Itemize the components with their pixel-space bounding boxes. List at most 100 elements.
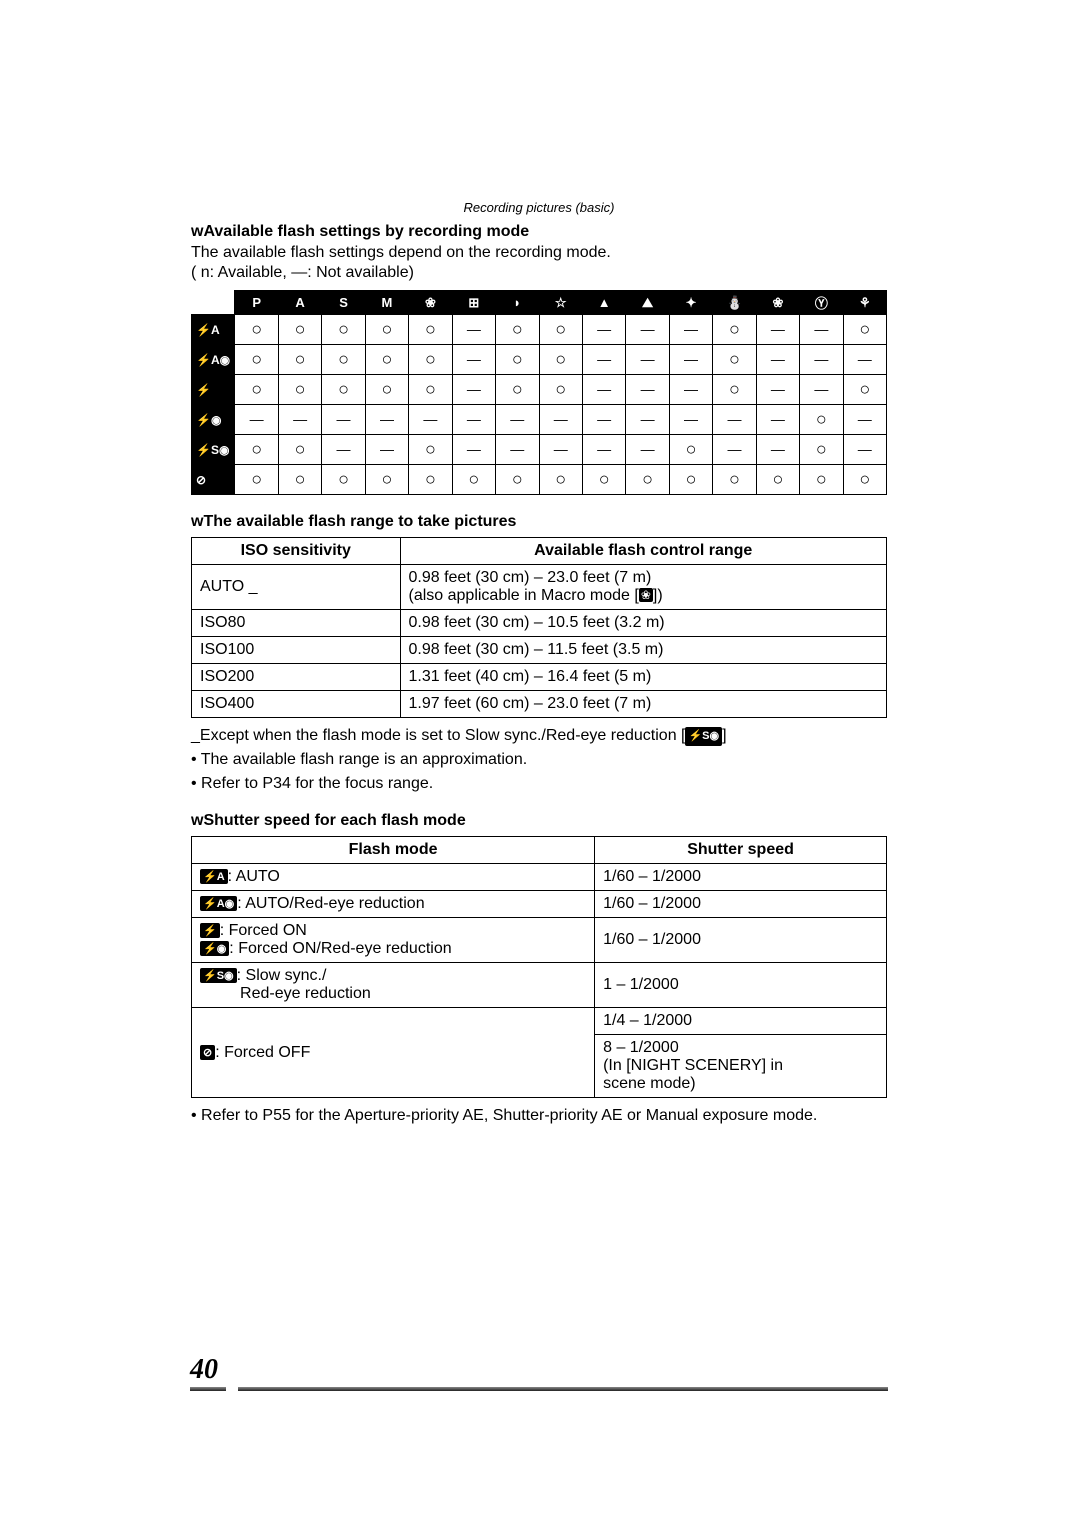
matrix-cell bbox=[800, 345, 843, 375]
iso-col2-header: Available flash control range bbox=[400, 538, 887, 565]
shutter-col1-header: Flash mode bbox=[192, 837, 595, 864]
section3-title: wShutter speed for each flash mode bbox=[191, 812, 887, 830]
matrix-col-13: Ⓨ bbox=[800, 291, 843, 315]
matrix-cell bbox=[800, 315, 843, 345]
matrix-cell bbox=[235, 405, 278, 435]
section2-bullet1: • The available flash range is an approx… bbox=[191, 748, 887, 772]
shutter-col2-header: Shutter speed bbox=[595, 837, 887, 864]
matrix-cell bbox=[626, 345, 669, 375]
matrix-cell bbox=[235, 315, 278, 345]
matrix-rowhead-1: ⚡A◉ bbox=[192, 345, 235, 375]
page-rule bbox=[190, 1387, 888, 1391]
matrix-cell bbox=[843, 405, 886, 435]
matrix-cell bbox=[496, 465, 539, 495]
iso-col1-header: ISO sensitivity bbox=[192, 538, 401, 565]
matrix-cell bbox=[322, 405, 365, 435]
matrix-cell bbox=[626, 465, 669, 495]
matrix-cell bbox=[278, 345, 321, 375]
matrix-cell bbox=[713, 465, 756, 495]
iso-row-label: ISO80 bbox=[192, 610, 401, 637]
section2-footnote: _Except when the flash mode is set to Sl… bbox=[191, 724, 887, 748]
matrix-cell bbox=[713, 315, 756, 345]
matrix-cell bbox=[409, 405, 452, 435]
matrix-cell bbox=[365, 435, 408, 465]
matrix-cell bbox=[626, 405, 669, 435]
flash-mode-cell: ⚡: Forced ON⚡◉: Forced ON/Red-eye reduct… bbox=[192, 918, 595, 963]
matrix-cell bbox=[452, 345, 495, 375]
matrix-cell bbox=[409, 375, 452, 405]
matrix-cell bbox=[843, 465, 886, 495]
page-number: 40 bbox=[190, 1354, 218, 1386]
matrix-rowhead-0: ⚡A bbox=[192, 315, 235, 345]
flash-mode-cell: ⚡S◉: Slow sync./ Red-eye reduction bbox=[192, 963, 595, 1008]
matrix-cell bbox=[582, 345, 625, 375]
matrix-blank-corner bbox=[192, 291, 235, 315]
iso-row-label: AUTO _ bbox=[192, 565, 401, 610]
matrix-cell bbox=[756, 435, 799, 465]
section1-intro: The available flash settings depend on t… bbox=[191, 241, 887, 264]
section1-legend: ( n: Available, —: Not available) bbox=[191, 264, 887, 282]
shutter-speed-cell: 8 – 1/2000(In [NIGHT SCENERY] inscene mo… bbox=[595, 1035, 887, 1098]
matrix-cell bbox=[800, 465, 843, 495]
matrix-cell bbox=[235, 465, 278, 495]
matrix-cell bbox=[452, 375, 495, 405]
matrix-cell bbox=[322, 345, 365, 375]
matrix-cell bbox=[756, 345, 799, 375]
matrix-rowhead-2: ⚡ bbox=[192, 375, 235, 405]
matrix-cell bbox=[800, 405, 843, 435]
matrix-col-10: ✦ bbox=[669, 291, 712, 315]
matrix-cell bbox=[365, 465, 408, 495]
shutter-speed-cell: 1/4 – 1/2000 bbox=[595, 1008, 887, 1035]
matrix-cell bbox=[496, 435, 539, 465]
matrix-cell bbox=[322, 465, 365, 495]
iso-row-label: ISO200 bbox=[192, 664, 401, 691]
section1-title: wAvailable flash settings by recording m… bbox=[191, 223, 887, 241]
matrix-col-9: ⛰ bbox=[626, 291, 669, 315]
matrix-cell bbox=[626, 435, 669, 465]
iso-row-range: 1.97 feet (60 cm) – 23.0 feet (7 m) bbox=[400, 691, 887, 718]
flash-mode-cell: ⚡A◉: AUTO/Red-eye reduction bbox=[192, 891, 595, 918]
matrix-cell bbox=[278, 435, 321, 465]
slow-sync-redeye-icon: ⚡S◉ bbox=[685, 727, 722, 746]
matrix-cell bbox=[713, 405, 756, 435]
matrix-rowhead-4: ⚡S◉ bbox=[192, 435, 235, 465]
matrix-cell bbox=[669, 435, 712, 465]
matrix-cell bbox=[278, 405, 321, 435]
matrix-cell bbox=[582, 375, 625, 405]
matrix-cell bbox=[365, 345, 408, 375]
matrix-cell bbox=[322, 375, 365, 405]
matrix-cell bbox=[539, 345, 582, 375]
matrix-col-11: ⛄ bbox=[713, 291, 756, 315]
matrix-col-6: ◗ bbox=[496, 291, 539, 315]
matrix-cell bbox=[669, 405, 712, 435]
iso-row-range: 0.98 feet (30 cm) – 10.5 feet (3.2 m) bbox=[400, 610, 887, 637]
matrix-cell bbox=[669, 465, 712, 495]
matrix-cell bbox=[800, 435, 843, 465]
shutter-speed-cell: 1/60 – 1/2000 bbox=[595, 891, 887, 918]
matrix-cell bbox=[669, 315, 712, 345]
matrix-cell bbox=[365, 315, 408, 345]
matrix-cell bbox=[409, 465, 452, 495]
iso-row-range: 0.98 feet (30 cm) – 11.5 feet (3.5 m) bbox=[400, 637, 887, 664]
matrix-cell bbox=[626, 315, 669, 345]
matrix-rowhead-5: ⊘ bbox=[192, 465, 235, 495]
matrix-cell bbox=[582, 315, 625, 345]
matrix-rowhead-3: ⚡◉ bbox=[192, 405, 235, 435]
matrix-cell bbox=[496, 345, 539, 375]
matrix-cell bbox=[452, 435, 495, 465]
iso-row-label: ISO100 bbox=[192, 637, 401, 664]
iso-row-label: ISO400 bbox=[192, 691, 401, 718]
matrix-cell bbox=[322, 315, 365, 345]
iso-row-range: 1.31 feet (40 cm) – 16.4 feet (5 m) bbox=[400, 664, 887, 691]
matrix-cell bbox=[278, 465, 321, 495]
matrix-cell bbox=[843, 435, 886, 465]
matrix-cell bbox=[669, 345, 712, 375]
matrix-col-0: P bbox=[235, 291, 278, 315]
flash-mode-cell: ⊘: Forced OFF bbox=[192, 1008, 595, 1098]
flash-settings-matrix: PASM❀⊞◗☆▲⛰✦⛄❀Ⓨ⚘ ⚡A⚡A◉⚡⚡◉⚡S◉⊘ bbox=[191, 290, 887, 495]
matrix-cell bbox=[756, 375, 799, 405]
flash-mode-cell: ⚡A: AUTO bbox=[192, 864, 595, 891]
matrix-cell bbox=[235, 375, 278, 405]
matrix-cell bbox=[539, 465, 582, 495]
matrix-cell bbox=[409, 435, 452, 465]
